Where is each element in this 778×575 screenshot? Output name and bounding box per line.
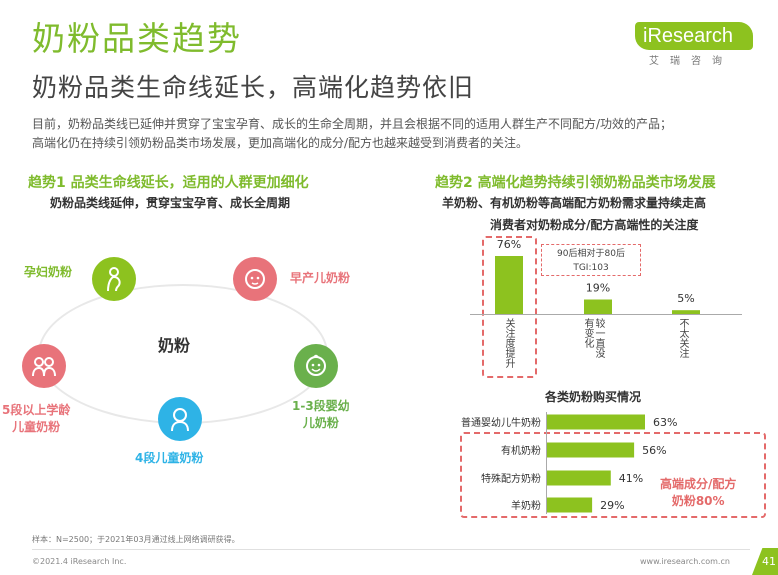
intro-line-2: 高端化仍在持续引领奶粉品类市场发展，更加高端化的成分/配方也越来越受到消费者的关… xyxy=(32,136,529,150)
premium-callout: 高端成分/配方 奶粉80% xyxy=(660,476,736,510)
node-label-school: 5段以上学龄 儿童奶粉 xyxy=(2,402,70,436)
premium-callout-line-1: 高端成分/配方 xyxy=(660,477,737,491)
page-number: 41 xyxy=(752,548,778,575)
vbar-cat-label-2: 不太关注 xyxy=(677,318,688,358)
child-icon xyxy=(158,397,202,441)
node-label-toddler-line2: 儿奶粉 xyxy=(302,416,339,430)
sample-note: 样本：N=2500；于2021年03月通过线上网络调研获得。 xyxy=(32,535,240,544)
intro-line-1: 目前，奶粉品类线已延伸并贯穿了宝宝孕育、成长的生命全周期，并且会根据不同的适用人… xyxy=(32,117,673,131)
node-label-school-line1: 5段以上学龄 xyxy=(2,403,71,417)
node-label-school-line2: 儿童奶粉 xyxy=(12,420,61,434)
vbar-cat-label-1: 较一直没有变化 xyxy=(582,318,604,358)
hbar-value-label-0: 63% xyxy=(653,416,677,429)
footer-divider xyxy=(32,549,750,550)
premium-callout-line-2: 奶粉80% xyxy=(671,494,725,508)
school-kids-icon xyxy=(22,344,66,388)
vbar-chart-title: 消费者对奶粉成分/配方高端性的关注度 xyxy=(490,218,699,232)
toddler-icon xyxy=(294,344,338,388)
tgi-note: 90后相对于80后 TGI:103 xyxy=(541,244,641,276)
vbar-bar-1 xyxy=(584,299,612,314)
tgi-line-2: TGI:103 xyxy=(573,263,609,273)
node-label-toddler-line1: 1-3段婴幼 xyxy=(292,399,350,413)
lifecycle-diagram: 奶粉 孕妇奶粉 早产儿奶粉 1-3段婴幼 儿奶粉 4段儿童奶粉 5段以上学龄 儿… xyxy=(0,222,360,482)
hbar-chart-title: 各类奶粉购买情况 xyxy=(545,390,642,404)
node-label-premature: 早产儿奶粉 xyxy=(290,271,351,285)
vbar-cat-label-0: 关注度提升 xyxy=(503,318,514,368)
highlight-box-premium xyxy=(460,432,766,518)
vbar-value-label-1: 19% xyxy=(586,282,610,295)
right-section-title: 趋势2 高端化趋势持续引领奶粉品类市场发展 xyxy=(435,175,716,191)
page-title: 奶粉品类趋势 xyxy=(32,19,242,58)
logo-brand: iResearch xyxy=(635,22,753,50)
website-url: www.iresearch.com.cn xyxy=(640,557,730,566)
copyright: ©2021.4 iResearch Inc. xyxy=(32,557,127,566)
hbar-bar-0 xyxy=(547,414,645,430)
left-section-subtitle: 奶粉品类线延伸，贯穿宝宝孕育、成长全周期 xyxy=(50,196,291,210)
left-section-title: 趋势1 品类生命线延长，适用的人群更加细化 xyxy=(28,175,309,191)
hbar-category-label-0: 普通婴幼儿牛奶粉 xyxy=(461,416,541,429)
highlight-box-attention xyxy=(482,236,537,378)
vbar-axis xyxy=(470,314,742,315)
pregnant-woman-icon xyxy=(92,257,136,301)
node-label-toddler: 1-3段婴幼 儿奶粉 xyxy=(292,398,350,432)
right-section-subtitle: 羊奶粉、有机奶粉等高端配方奶粉需求量持续走高 xyxy=(442,196,707,210)
baby-icon xyxy=(233,257,277,301)
node-label-pregnant: 孕妇奶粉 xyxy=(24,265,73,279)
center-label: 奶粉 xyxy=(158,336,191,355)
iresearch-logo: iResearch 艾瑞咨询 xyxy=(635,16,753,67)
hbar-axis xyxy=(546,412,547,514)
vbar-value-label-2: 5% xyxy=(677,292,694,305)
tgi-line-1: 90后相对于80后 xyxy=(557,249,625,259)
node-label-child: 4段儿童奶粉 xyxy=(135,451,204,465)
intro-text: 目前，奶粉品类线已延伸并贯穿了宝宝孕育、成长的生命全周期，并且会根据不同的适用人… xyxy=(32,115,752,153)
page-subtitle: 奶粉品类生命线延长，高端化趋势依旧 xyxy=(32,73,475,102)
logo-cn: 艾瑞咨询 xyxy=(649,56,733,67)
